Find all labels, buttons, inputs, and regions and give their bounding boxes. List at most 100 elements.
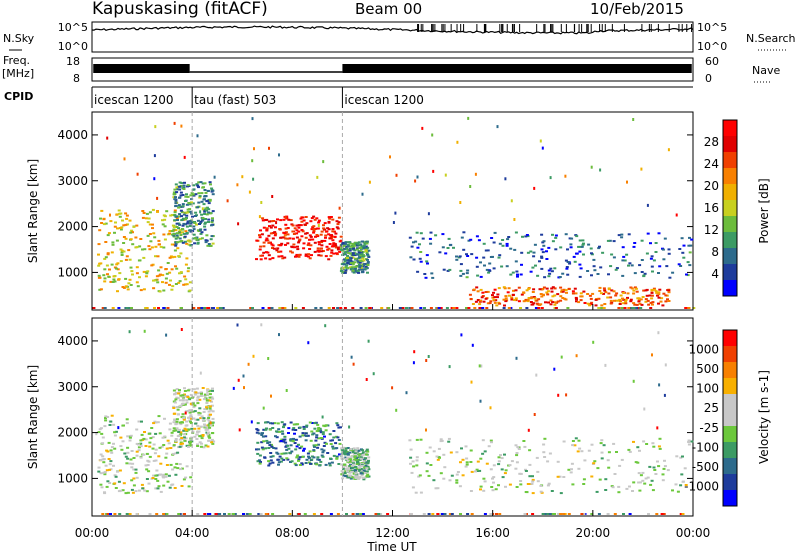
colorbar-swatch xyxy=(723,232,737,249)
range-cell xyxy=(185,232,189,234)
range-cell xyxy=(301,230,305,233)
range-cell xyxy=(357,454,361,457)
range-cell xyxy=(289,439,293,442)
range-cell xyxy=(206,199,210,202)
range-cell xyxy=(249,307,253,309)
range-cell xyxy=(312,432,316,435)
range-cell xyxy=(646,203,649,207)
range-cell xyxy=(443,466,447,469)
range-cell xyxy=(310,254,313,257)
range-cell xyxy=(367,456,371,459)
range-cell xyxy=(343,307,347,309)
range-cell xyxy=(184,200,187,202)
range-cell xyxy=(361,454,365,457)
range-cell xyxy=(192,225,196,228)
range-cell xyxy=(368,180,371,184)
range-cell xyxy=(478,307,482,309)
range-cell xyxy=(253,147,255,151)
range-cell xyxy=(663,393,666,397)
range-cell xyxy=(280,255,284,258)
range-cell xyxy=(102,461,106,464)
range-cell xyxy=(429,307,433,309)
range-cell xyxy=(148,211,152,214)
range-cell xyxy=(204,444,208,447)
range-cell xyxy=(199,445,203,448)
range-cell xyxy=(340,470,344,473)
range-cell xyxy=(191,202,195,205)
range-cell xyxy=(335,252,338,255)
range-cell xyxy=(624,302,628,305)
range-cell xyxy=(317,241,321,244)
range-cell xyxy=(255,431,259,434)
range-cell xyxy=(113,275,117,277)
range-cell xyxy=(408,439,412,442)
range-cell xyxy=(185,217,188,219)
range-cell xyxy=(348,451,352,454)
range-cell xyxy=(308,421,312,424)
range-cell xyxy=(352,472,356,475)
range-cell xyxy=(334,246,338,249)
range-cell xyxy=(509,247,513,250)
range-cell xyxy=(524,235,528,238)
range-cell xyxy=(531,492,535,495)
range-cell xyxy=(292,243,296,246)
range-cell xyxy=(258,462,262,465)
range-cell xyxy=(356,260,360,263)
range-cell xyxy=(342,467,345,470)
range-cell xyxy=(536,480,540,483)
range-cell xyxy=(137,446,141,449)
range-cell xyxy=(137,420,141,423)
range-cell xyxy=(122,286,126,289)
range-cell xyxy=(554,234,558,237)
range-cell xyxy=(358,266,362,269)
range-cell xyxy=(488,302,492,305)
range-cell xyxy=(412,465,416,468)
range-cell xyxy=(450,474,454,477)
range-cell xyxy=(553,287,557,290)
range-cell xyxy=(202,417,206,420)
range-cell xyxy=(359,260,363,262)
range-cell xyxy=(641,471,645,474)
range-cell xyxy=(210,187,214,190)
range-cell xyxy=(145,452,149,455)
range-cell xyxy=(183,240,187,243)
range-cell xyxy=(609,299,613,302)
range-cell xyxy=(294,429,298,431)
range-cell xyxy=(176,236,180,239)
range-cell xyxy=(103,492,107,495)
range-cell xyxy=(251,117,254,121)
range-cell xyxy=(328,433,332,436)
range-cell xyxy=(364,464,368,467)
range-cell xyxy=(219,307,223,309)
range-cell xyxy=(551,295,555,298)
range-cell xyxy=(519,483,523,486)
range-cell xyxy=(590,513,594,515)
range-cell xyxy=(493,231,497,234)
range-cell xyxy=(188,240,192,243)
range-cell xyxy=(649,301,653,304)
range-cell xyxy=(525,289,529,292)
range-cell xyxy=(577,467,581,470)
range-cell xyxy=(185,214,189,217)
range-cell xyxy=(255,428,259,431)
range-cell xyxy=(448,479,452,482)
range-cell xyxy=(353,267,357,270)
range-cell xyxy=(181,203,185,206)
range-cell xyxy=(178,213,182,216)
range-cell xyxy=(258,248,262,251)
range-cell xyxy=(129,434,133,437)
range-cell xyxy=(284,231,288,234)
range-cell xyxy=(109,449,113,452)
range-cell xyxy=(268,225,271,228)
range-cell xyxy=(135,272,139,275)
range-cell xyxy=(590,165,593,169)
range-cell xyxy=(300,463,304,466)
range-cell xyxy=(297,226,301,229)
range-cell xyxy=(548,452,552,455)
range-cell xyxy=(308,257,312,260)
range-cell xyxy=(134,236,138,239)
range-cell xyxy=(634,461,638,464)
range-cell xyxy=(505,244,509,247)
range-cell xyxy=(180,485,184,487)
